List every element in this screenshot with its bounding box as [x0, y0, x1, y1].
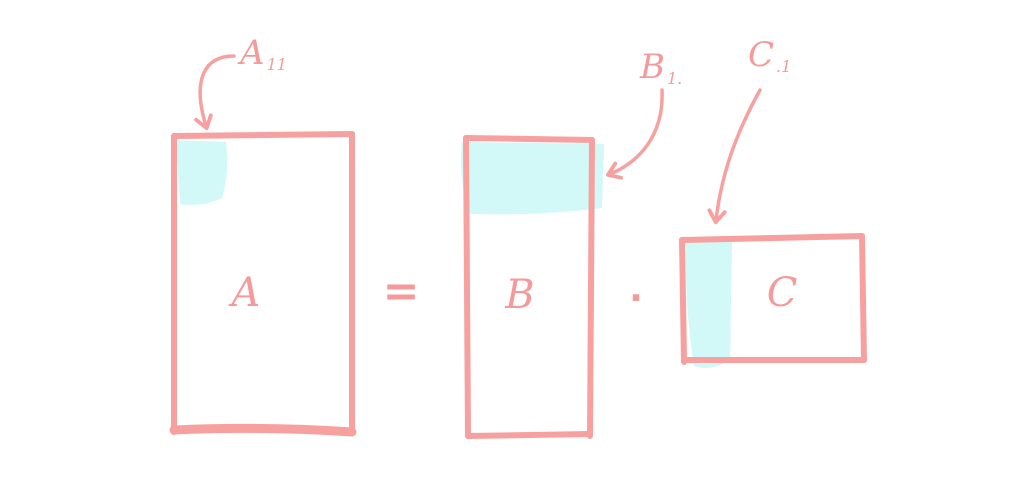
- arrow-b-row: [606, 88, 664, 180]
- annotation-b-row: B 1.: [639, 47, 682, 88]
- matrix-c: [679, 233, 867, 365]
- highlight-a11: [176, 140, 228, 206]
- dot-operator: ·: [629, 278, 643, 319]
- highlight-c-column: [685, 240, 732, 368]
- arrow-c-column: [707, 88, 762, 225]
- matrix-c-label: C: [767, 270, 798, 316]
- arrow-a11: [194, 54, 236, 131]
- annotation-a11: A 11: [237, 33, 287, 74]
- matrix-a-label: A: [228, 270, 261, 316]
- matrix-b: [463, 135, 595, 439]
- highlight-b-row: [461, 142, 604, 215]
- matrix-b-label: B: [504, 272, 534, 318]
- annotation-c-column: C .1: [748, 35, 791, 76]
- equals-sign: =: [383, 266, 420, 317]
- matrix-a: [169, 131, 357, 437]
